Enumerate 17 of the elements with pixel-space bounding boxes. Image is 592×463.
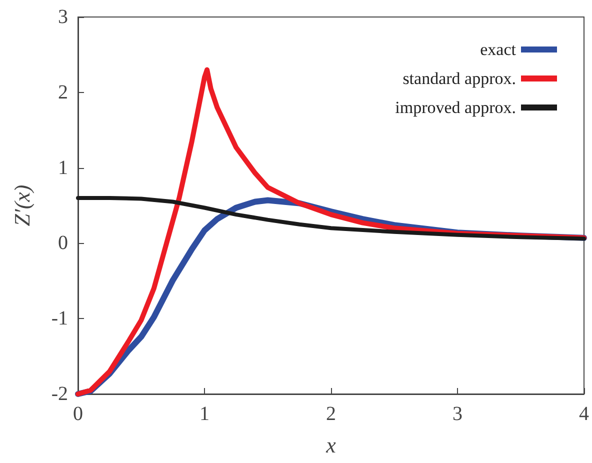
x-tick-label: 1	[200, 403, 210, 425]
x-tick-label: 4	[579, 403, 589, 425]
y-tick-label: 3	[58, 6, 68, 28]
x-tick-label: 0	[73, 403, 83, 425]
legend-label: improved approx.	[395, 98, 516, 117]
y-tick-label: -2	[51, 383, 68, 405]
x-tick-label: 3	[452, 403, 462, 425]
legend-label: exact	[480, 40, 516, 59]
y-tick-label: -1	[51, 308, 68, 330]
x-axis-title: x	[325, 432, 336, 458]
y-tick-label: 2	[58, 81, 68, 104]
y-axis-title: Z′(x)	[10, 184, 34, 226]
line-series	[76, 196, 586, 241]
y-tick-label: 1	[58, 156, 68, 179]
y-tick-label: 0	[58, 232, 68, 254]
x-tick-label: 2	[326, 403, 336, 425]
legend-label: standard approx.	[402, 69, 516, 88]
